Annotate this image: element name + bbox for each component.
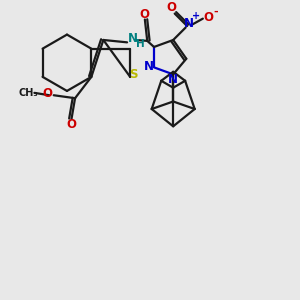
- Text: N: N: [128, 32, 137, 45]
- Text: O: O: [167, 1, 176, 14]
- Text: CH₃: CH₃: [18, 88, 38, 98]
- Text: O: O: [42, 87, 52, 100]
- Text: O: O: [203, 11, 213, 24]
- Text: -: -: [213, 7, 218, 17]
- Text: O: O: [67, 118, 76, 131]
- Text: +: +: [192, 11, 200, 21]
- Text: N: N: [184, 16, 194, 30]
- Text: H: H: [136, 38, 145, 49]
- Text: O: O: [140, 8, 150, 21]
- Text: S: S: [129, 68, 138, 81]
- Text: N: N: [144, 60, 154, 73]
- Text: N: N: [168, 73, 178, 86]
